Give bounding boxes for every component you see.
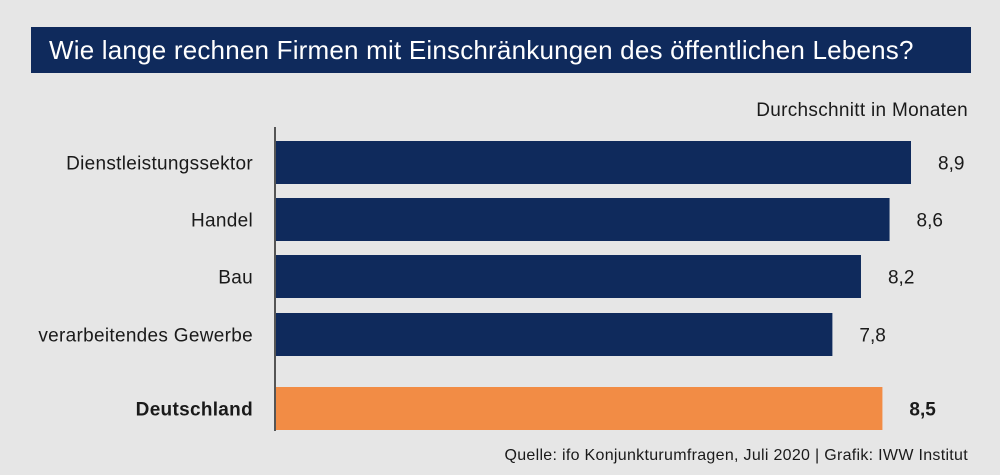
value-label-verarbeitendes-gewerbe: 7,8 (859, 326, 885, 347)
value-label-dienstleistungssektor: 8,9 (938, 154, 964, 175)
category-label-handel: Handel (191, 211, 253, 232)
category-label-dienstleistungssektor: Dienstleistungssektor (66, 154, 253, 175)
category-label-verarbeitendes-gewerbe: verarbeitendes Gewerbe (38, 326, 253, 347)
bar-dienstleistungssektor (275, 141, 911, 184)
value-label-deutschland: 8,5 (909, 400, 936, 421)
value-label-handel: 8,6 (917, 211, 943, 232)
bar-handel (275, 198, 890, 241)
source-note: Quelle: ifo Konjunkturumfragen, Juli 202… (504, 447, 968, 464)
unit-label: Durchschnitt in Monaten (756, 100, 968, 121)
bar-deutschland (275, 387, 883, 430)
chart-title: Wie lange rechnen Firmen mit Einschränku… (31, 27, 971, 73)
bar-verarbeitendes-gewerbe (275, 313, 833, 356)
value-label-bau: 8,2 (888, 268, 914, 289)
category-label-deutschland: Deutschland (136, 400, 253, 421)
category-label-bau: Bau (218, 268, 253, 289)
bar-bau (275, 255, 861, 298)
